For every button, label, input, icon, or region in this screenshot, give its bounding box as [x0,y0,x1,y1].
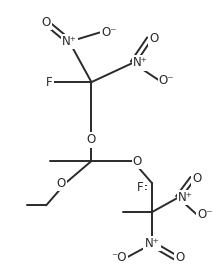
Text: O⁻: O⁻ [101,26,117,38]
Text: F: F [141,184,148,197]
Text: N⁺: N⁺ [145,237,159,250]
Text: O⁻: O⁻ [197,209,213,221]
Text: O: O [133,155,142,168]
Text: O: O [175,251,184,264]
Text: O: O [87,133,96,146]
Text: O: O [149,32,158,45]
Text: F: F [46,76,53,89]
Text: N⁺: N⁺ [133,56,148,69]
Text: O⁻: O⁻ [159,74,174,87]
Text: N⁺: N⁺ [62,35,77,48]
Text: O: O [56,177,65,190]
Text: O: O [42,16,51,29]
Text: F: F [137,182,144,194]
Text: N⁺: N⁺ [178,191,193,204]
Text: ⁻O: ⁻O [111,251,127,264]
Text: O: O [192,172,202,185]
